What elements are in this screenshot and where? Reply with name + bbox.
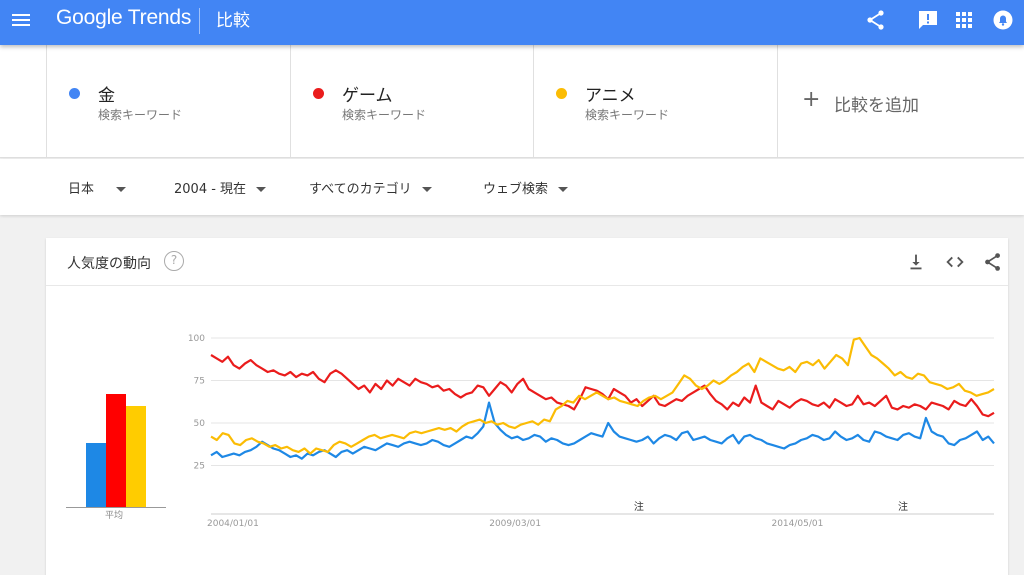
plus-icon: + — [802, 87, 821, 112]
search-type-value: ウェブ検索 — [483, 182, 549, 197]
add-comparison-button[interactable]: + 比較を追加 — [777, 45, 1024, 158]
category-value: すべてのカテゴリ — [309, 182, 412, 197]
period-select[interactable]: 2004 - 現在 — [174, 178, 267, 197]
term-card-3[interactable]: アニメ 検索キーワード — [533, 45, 778, 158]
term-name: アニメ — [585, 86, 636, 106]
average-bar-anime — [126, 406, 146, 508]
term-color-dot — [556, 88, 567, 99]
annotation-note: 注 — [634, 500, 644, 513]
embed-icon[interactable] — [944, 251, 966, 273]
y-tick-label: 75 — [194, 377, 205, 387]
line-chart-svg: 100 75 50 25 2004/01/01 2009/03/01 2014/05/01 注… — [188, 334, 995, 529]
x-tick-label: 2009/03/01 — [489, 519, 541, 528]
y-tick-label: 100 — [188, 334, 205, 344]
average-bars — [66, 338, 166, 508]
term-type: 検索キーワード — [342, 108, 427, 122]
y-tick-label: 25 — [194, 462, 205, 472]
term-name: ゲーム — [342, 86, 393, 106]
card-title: 人気度の動向 — [67, 256, 151, 272]
add-comparison-label: 比較を追加 — [834, 96, 919, 116]
region-value: 日本 — [68, 182, 95, 197]
x-tick-label: 2004/01/01 — [207, 519, 259, 528]
chevron-down-icon — [256, 187, 267, 192]
y-tick-label: 50 — [194, 419, 206, 429]
average-bar-kin — [86, 443, 106, 508]
annotation-note: 注 — [898, 500, 908, 513]
term-name: 金 — [98, 86, 115, 106]
header-divider — [199, 8, 200, 34]
series-line-3 — [210, 336, 995, 455]
logo-google-text: Google — [56, 6, 123, 29]
chevron-down-icon — [558, 187, 569, 192]
top-app-bar: Google Trends 比較 — [0, 0, 1024, 45]
card-header: 人気度の動向 ? — [46, 238, 1008, 286]
feedback-icon[interactable] — [916, 8, 940, 32]
region-select[interactable]: 日本 — [68, 178, 127, 197]
term-type: 検索キーワード — [585, 108, 670, 122]
interest-over-time-card: 人気度の動向 ? 平均 100 75 50 25 2004/01/01 2009/03/0… — [46, 238, 1008, 575]
download-icon[interactable] — [905, 251, 927, 273]
apps-icon[interactable] — [952, 8, 976, 32]
term-color-dot — [69, 88, 80, 99]
category-select[interactable]: すべてのカテゴリ — [309, 178, 432, 197]
logo-trends-text: Trends — [127, 6, 192, 29]
google-trends-logo[interactable]: Google Trends — [56, 6, 191, 30]
search-type-select[interactable]: ウェブ検索 — [483, 178, 569, 197]
average-label: 平均 — [105, 511, 124, 521]
line-chart[interactable]: 100 75 50 25 2004/01/01 2009/03/01 2014/05/01 注… — [176, 328, 1006, 529]
page-title: 比較 — [216, 11, 250, 31]
account-icon[interactable] — [991, 8, 1015, 32]
series-line-1 — [210, 401, 995, 460]
chevron-down-icon — [421, 187, 432, 192]
term-color-dot — [313, 88, 324, 99]
series-line-2 — [210, 354, 995, 418]
share-icon[interactable] — [982, 251, 1004, 273]
filters-bar: 日本 2004 - 現在 すべてのカテゴリ ウェブ検索 — [0, 159, 1024, 215]
share-icon[interactable] — [864, 8, 888, 32]
compare-terms-bar: 金 検索キーワード ゲーム 検索キーワード アニメ 検索キーワード + 比較を追… — [0, 45, 1024, 158]
term-type: 検索キーワード — [98, 108, 183, 122]
average-bar-game — [106, 394, 126, 508]
help-icon[interactable]: ? — [164, 251, 184, 271]
term-card-2[interactable]: ゲーム 検索キーワード — [290, 45, 534, 158]
menu-icon[interactable] — [12, 11, 32, 31]
term-card-1[interactable]: 金 検索キーワード — [46, 45, 291, 158]
chevron-down-icon — [116, 187, 127, 192]
average-axis — [66, 507, 166, 508]
period-value: 2004 - 現在 — [174, 182, 247, 197]
x-tick-label: 2014/05/01 — [771, 519, 823, 528]
